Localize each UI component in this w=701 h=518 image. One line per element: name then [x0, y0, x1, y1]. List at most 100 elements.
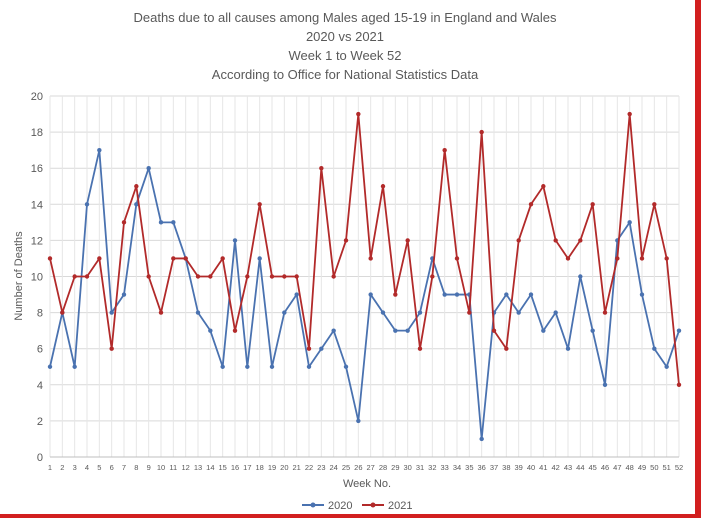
data-point-2021 — [257, 202, 262, 207]
x-tick-label: 19 — [268, 463, 276, 472]
data-point-2020 — [590, 328, 595, 333]
data-point-2021 — [84, 274, 90, 279]
y-tick-label: 20 — [31, 91, 43, 103]
x-tick-label: 42 — [551, 463, 559, 472]
x-tick-label: 33 — [440, 463, 448, 472]
data-point-2021 — [652, 202, 657, 207]
x-tick-label: 4 — [85, 463, 89, 472]
data-point-2021 — [208, 274, 213, 279]
data-point-2020 — [269, 364, 275, 369]
data-point-2021 — [553, 238, 558, 243]
data-point-2020 — [417, 310, 423, 315]
data-point-2021 — [282, 274, 287, 279]
y-tick-label: 2 — [37, 416, 43, 428]
data-point-2021 — [146, 274, 151, 279]
data-point-2020 — [220, 364, 225, 369]
legend-marker-2020 — [310, 502, 316, 508]
data-point-2020 — [47, 364, 53, 369]
data-point-2020 — [146, 166, 151, 171]
y-tick-label: 6 — [37, 344, 43, 356]
x-axis-ticks: 1 2 3 4 5 6 7 8 9 10 11 12 13 14 15 16 17 18 19 20 21 22 23 24 2… — [48, 463, 683, 472]
data-point-2021 — [491, 328, 497, 333]
data-point-2020 — [282, 310, 287, 315]
x-tick-label: 52 — [675, 463, 683, 472]
data-point-2021 — [220, 256, 225, 261]
x-tick-label: 25 — [342, 463, 350, 472]
data-point-2020 — [565, 346, 571, 351]
y-tick-label: 18 — [31, 127, 43, 139]
data-point-2020 — [109, 310, 114, 315]
data-point-2020 — [195, 310, 201, 315]
data-point-2021 — [578, 238, 583, 243]
data-point-2021 — [60, 310, 65, 315]
data-point-2021 — [97, 256, 102, 261]
data-point-2020 — [639, 292, 645, 297]
x-tick-label: 28 — [379, 463, 387, 472]
x-tick-label: 51 — [662, 463, 670, 472]
data-point-2021 — [171, 256, 176, 261]
data-point-2021 — [565, 256, 571, 261]
x-tick-label: 34 — [453, 463, 461, 472]
x-tick-label: 44 — [576, 463, 584, 472]
gridlines — [49, 95, 680, 458]
x-tick-label: 47 — [613, 463, 621, 472]
series-line-2021 — [49, 113, 680, 385]
x-tick-label: 11 — [169, 463, 177, 472]
x-tick-label: 3 — [73, 463, 77, 472]
chart-title-line-4: According to Office for National Statist… — [212, 67, 479, 82]
x-tick-label: 21 — [292, 463, 300, 472]
data-point-2020 — [257, 256, 262, 261]
x-tick-label: 5 — [97, 463, 101, 472]
data-point-2021 — [405, 238, 410, 243]
x-tick-label: 40 — [527, 463, 535, 472]
data-point-2021 — [664, 256, 669, 261]
x-tick-label: 8 — [134, 463, 138, 472]
data-point-2021 — [479, 129, 484, 135]
data-point-2021 — [528, 202, 534, 207]
data-point-2020 — [158, 220, 164, 225]
data-point-2021 — [343, 238, 349, 243]
data-point-2020 — [232, 238, 238, 243]
data-point-2021 — [195, 274, 201, 279]
series-line-2020 — [49, 149, 680, 440]
data-point-2021 — [183, 256, 188, 261]
x-tick-label: 41 — [539, 463, 547, 472]
data-point-2020 — [294, 292, 299, 297]
data-point-2021 — [417, 346, 423, 351]
data-point-2021 — [442, 147, 447, 153]
chart-title: Deaths due to all causes among Males age… — [133, 10, 557, 82]
data-point-2021 — [121, 220, 127, 225]
x-tick-label: 46 — [601, 463, 609, 472]
x-tick-label: 31 — [416, 463, 424, 472]
data-point-2021 — [294, 274, 299, 279]
legend-marker-2021 — [370, 502, 376, 508]
data-point-2021 — [590, 202, 595, 207]
data-point-2020 — [516, 310, 521, 315]
data-point-2020 — [356, 418, 361, 424]
x-tick-label: 30 — [403, 463, 411, 472]
x-tick-label: 1 — [48, 463, 52, 472]
data-point-2020 — [553, 310, 558, 315]
data-point-2021 — [356, 111, 361, 117]
data-point-2021 — [368, 256, 373, 261]
data-point-2021 — [676, 382, 682, 387]
chart-title-line-2: 2020 vs 2021 — [306, 29, 384, 44]
data-point-2020 — [134, 202, 139, 207]
data-point-2021 — [134, 184, 139, 189]
data-point-2021 — [639, 256, 645, 261]
x-tick-label: 37 — [490, 463, 498, 472]
y-tick-label: 4 — [37, 380, 43, 392]
x-tick-label: 27 — [366, 463, 374, 472]
data-point-2020 — [97, 147, 102, 153]
data-point-2020 — [72, 364, 77, 369]
x-tick-label: 13 — [194, 463, 202, 472]
data-point-2021 — [627, 111, 632, 117]
x-tick-label: 18 — [255, 463, 263, 472]
data-point-2020 — [652, 346, 657, 351]
y-tick-label: 16 — [31, 163, 43, 175]
data-point-2021 — [504, 346, 509, 351]
data-point-2021 — [615, 256, 620, 261]
x-tick-label: 12 — [181, 463, 189, 472]
data-point-2020 — [245, 364, 250, 369]
